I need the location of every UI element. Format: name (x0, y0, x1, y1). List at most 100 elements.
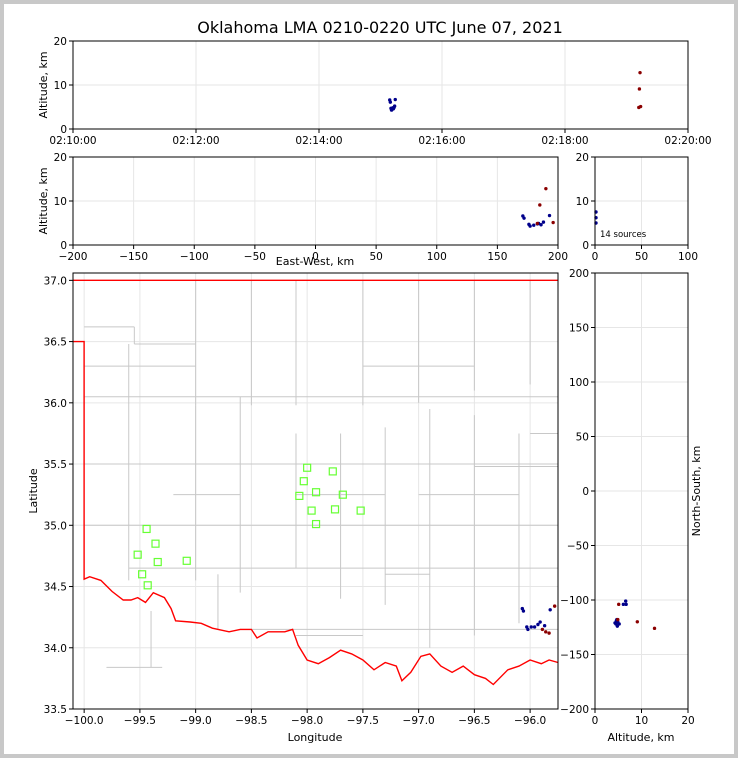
x-tick-label: −96.5 (458, 715, 490, 727)
lightning-source-point (544, 186, 548, 191)
y-tick-label: 34.5 (44, 582, 67, 594)
lightning-source-point (652, 626, 657, 631)
lightning-source-point (541, 220, 546, 224)
lightning-source-point (540, 627, 545, 632)
plan-view-map: −100.0 −99.5 −99.0 −98.5 −98.0 −97.5 −97.0 −96.… (27, 272, 559, 744)
y-tick-label: 0 (582, 486, 589, 498)
lma-station-marker (138, 570, 147, 579)
oklahoma-state-boundary (73, 279, 559, 686)
lightning-source-point (638, 104, 643, 109)
x-tick-label: 0 (312, 251, 319, 263)
lightning-source-point (529, 625, 533, 629)
y-tick-label: 37.0 (44, 275, 67, 287)
lightning-source-point (538, 620, 542, 624)
lightning-source-point (617, 602, 621, 607)
lma-station-marker (153, 557, 162, 567)
y-tick-label: 34.0 (44, 643, 67, 655)
lma-station-marker (330, 505, 340, 514)
lightning-source-point (542, 624, 547, 628)
y-tick-label: 50 (576, 432, 589, 444)
x-tick-label: 0 (592, 715, 599, 727)
y-tick-label: 200 (569, 268, 589, 280)
lightning-source-point (616, 617, 620, 622)
ns-panel-xlabel: Altitude, km (607, 731, 674, 744)
lightning-source-point (551, 220, 555, 225)
lma-station-marker (338, 490, 347, 499)
lma-station-marker (133, 550, 142, 559)
lightning-source-point (522, 216, 526, 220)
lightning-source-point (547, 213, 552, 218)
lightning-source-point (547, 631, 551, 635)
lma-station-marker (328, 467, 337, 476)
y-tick-label: −100 (560, 595, 589, 607)
lma-station-marker (356, 506, 365, 515)
lma-station-marker (307, 506, 316, 515)
y-tick-label: 100 (569, 377, 589, 389)
y-tick-label: 35.0 (44, 520, 67, 532)
y-tick-label: 36.0 (44, 398, 67, 410)
x-tick-label: −98.5 (235, 715, 267, 727)
ew-altitude-panel: −200 −150 −100 −50 0 50 100 150 200 0 10 20 East-We… (37, 152, 568, 268)
y-tick-label: 150 (569, 323, 589, 335)
ns-panel-ylabel: North-South, km (690, 446, 703, 537)
lightning-source-point (388, 100, 393, 104)
lightning-source-point (638, 70, 642, 75)
x-tick-label: 02:14:00 (295, 135, 342, 147)
histogram-panel: 0 50 100 0 10 20 14 sources (576, 152, 698, 263)
x-tick-label: 02:10:00 (49, 135, 96, 147)
x-tick-label: 50 (635, 251, 648, 263)
y-tick-label: 0 (60, 124, 67, 136)
ew-panel-ylabel: Altitude, km (37, 167, 50, 234)
x-tick-label: −97.0 (403, 715, 435, 727)
x-tick-label: −99.0 (180, 715, 212, 727)
lightning-source-point (521, 609, 526, 613)
ns-altitude-panel: 0 10 20 −200 −150 −100 −50 0 50 100 150 200 Altitud… (560, 268, 703, 744)
lightning-source-point (392, 104, 397, 108)
x-tick-label: 200 (548, 251, 568, 263)
x-tick-label: −50 (244, 251, 266, 263)
x-tick-label: 20 (681, 715, 694, 727)
x-tick-label: 02:12:00 (172, 135, 219, 147)
map-ylabel: Latitude (27, 468, 40, 514)
y-tick-label: 20 (576, 152, 589, 164)
lightning-source-point (532, 625, 537, 629)
lma-station-marker (299, 477, 308, 486)
y-tick-label: 36.5 (44, 337, 67, 349)
lma-station-marker (303, 463, 312, 472)
y-tick-label: −200 (560, 704, 589, 716)
time-altitude-panel: 02:10:00 02:12:00 02:14:00 02:16:00 02:18:00… (37, 36, 712, 147)
lightning-source-point (526, 627, 530, 632)
map-xlabel: Longitude (288, 731, 343, 744)
lma-station-marker (311, 519, 321, 529)
x-tick-label: 02:20:00 (664, 135, 711, 147)
y-tick-label: 10 (54, 80, 67, 92)
y-tick-label: −50 (567, 541, 589, 553)
lightning-source-point (536, 622, 540, 627)
chart-title: Oklahoma LMA 0210-0220 UTC June 07, 2021 (197, 18, 563, 37)
y-tick-label: 10 (54, 196, 67, 208)
lightning-source-point (538, 203, 542, 207)
source-count-label: 14 sources (600, 230, 647, 240)
lma-figure: Oklahoma LMA 0210-0220 UTC June 07, 2021… (27, 18, 712, 744)
lightning-source-point (535, 221, 540, 226)
lightning-source-point (617, 622, 621, 626)
y-tick-label: −150 (560, 650, 589, 662)
x-tick-label: −200 (59, 251, 88, 263)
lightning-source-point (624, 602, 628, 607)
x-tick-label: −99.5 (124, 715, 156, 727)
y-tick-label: 0 (582, 240, 589, 252)
lightning-source-point (621, 602, 626, 607)
x-tick-label: 02:16:00 (418, 135, 465, 147)
x-tick-label: 100 (427, 251, 447, 263)
lma-station-marker (142, 524, 151, 534)
y-tick-label: 0 (60, 240, 67, 252)
lightning-source-point (532, 223, 536, 227)
lma-station-marker (311, 488, 321, 497)
lightning-source-point (544, 630, 548, 634)
lma-station-marker (143, 581, 152, 590)
y-tick-label: 33.5 (44, 704, 67, 716)
lightning-source-point (548, 608, 552, 612)
x-tick-label: −150 (119, 251, 148, 263)
lightning-source-point (623, 599, 628, 603)
x-tick-label: −96.0 (514, 715, 546, 727)
